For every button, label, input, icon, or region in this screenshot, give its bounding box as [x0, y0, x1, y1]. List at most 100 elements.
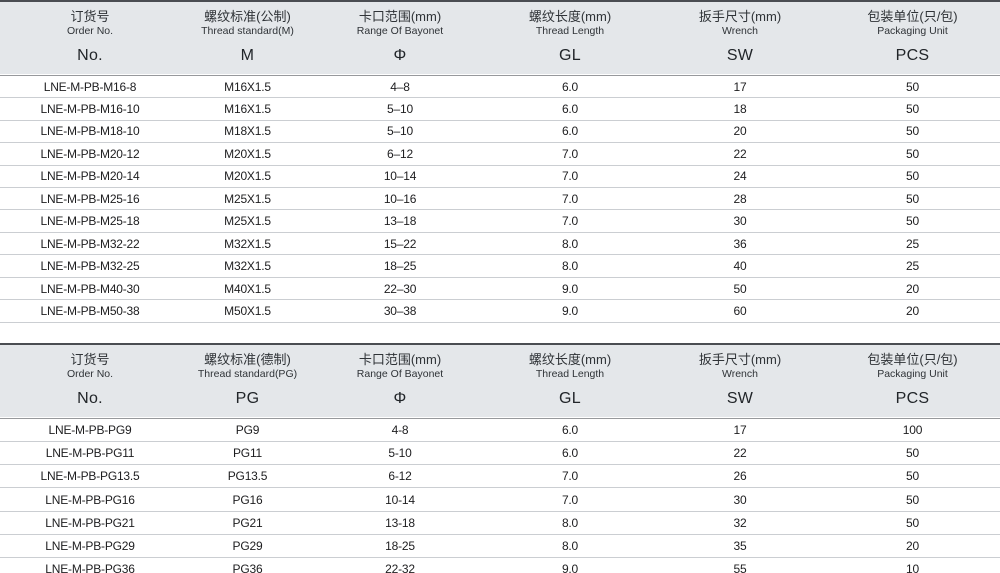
column-header-en: Packaging Unit — [877, 367, 948, 380]
table-cell: 50 — [906, 169, 919, 184]
table-cell: 50 — [906, 146, 919, 161]
table-cell: 32 — [733, 515, 747, 530]
column-header-code: Φ — [393, 46, 407, 64]
column-header-code: Φ — [393, 389, 407, 407]
column-header-code: No. — [77, 46, 103, 64]
table-cell: 28 — [733, 191, 747, 206]
table-cell: PG11 — [233, 445, 262, 460]
table-cell: 7.0 — [561, 169, 579, 184]
table-row: LNE-M-PB-M18-10 M18X1.5 5–10 6.0 20 50 — [0, 121, 1000, 144]
table-cell: 5–10 — [387, 124, 413, 139]
table-cell: LNE-M-PB-M16-8 — [43, 79, 137, 94]
table-row: LNE-M-PB-M25-16 M25X1.5 10–16 7.0 28 50 — [0, 188, 1000, 211]
table-cell: 6–12 — [387, 146, 413, 161]
table-cell: 10–14 — [383, 169, 417, 184]
table-cell: LNE-M-PB-PG21 — [45, 515, 135, 530]
table-row: LNE-M-PB-PG16 PG16 10-14 7.0 30 50 — [0, 488, 1000, 512]
table-cell: M18X1.5 — [224, 124, 271, 139]
table-cell: 5-10 — [388, 445, 412, 460]
table-cell: 13-18 — [385, 515, 415, 530]
table-row: LNE-M-PB-PG21 PG21 13-18 8.0 32 50 — [0, 512, 1000, 535]
column-header-zh: 螺纹标准(公制) — [204, 9, 291, 24]
table-cell: 50 — [906, 469, 919, 484]
table-cell: LNE-M-PB-PG16 — [45, 492, 135, 507]
table-row: LNE-M-PB-M20-12 M20X1.5 6–12 7.0 22 50 — [0, 143, 1000, 166]
table-row: LNE-M-PB-M40-30 M40X1.5 22–30 9.0 50 20 — [0, 278, 1000, 301]
table-cell: LNE-M-PB-M25-16 — [40, 191, 140, 206]
table-cell: PG36 — [232, 562, 263, 573]
table-cell: 7.0 — [561, 191, 579, 206]
table-cell: 26 — [733, 469, 747, 484]
table-cell: 6.0 — [561, 79, 579, 94]
table-cell: 10 — [906, 562, 919, 573]
column-header: 包装单位(只/包) Packaging Unit PCS — [825, 352, 1000, 408]
table-cell: 35 — [733, 539, 747, 554]
table-cell: LNE-M-PB-M18-10 — [40, 124, 140, 139]
table-cell: PG16 — [232, 492, 263, 507]
column-header-en: Thread Length — [535, 25, 605, 38]
table-cell: 4-8 — [391, 422, 409, 437]
table-cell: 7.0 — [561, 214, 579, 229]
column-header-code: SW — [726, 46, 754, 64]
table-cell: M40X1.5 — [224, 281, 271, 296]
table-cell: 10–16 — [383, 191, 417, 206]
table-row: LNE-M-PB-PG11 PG11 5-10 6.0 22 50 — [0, 442, 1000, 466]
table-cell: 50 — [906, 102, 919, 116]
table-cell: M25X1.5 — [224, 191, 271, 206]
table-cell: PG21 — [232, 515, 263, 530]
table-cell: M32X1.5 — [224, 236, 271, 251]
table-cell: 50 — [906, 515, 919, 530]
table-cell: 8.0 — [561, 539, 579, 554]
column-header: 螺纹标准(德制) Thread standard(PG) PG — [180, 352, 315, 408]
table-header-row: 订货号 Order No. No. 螺纹标准(德制) Thread standard(P… — [0, 342, 1000, 417]
table-cell: LNE-M-PB-M20-12 — [40, 146, 140, 161]
table-row: LNE-M-PB-PG36 PG36 22-32 9.0 55 10 — [0, 558, 1000, 573]
column-header-en: Order No. — [66, 25, 114, 38]
table-cell: 50 — [906, 492, 919, 507]
pg-thread-table: 订货号 Order No. No. 螺纹标准(德制) Thread standard(P… — [0, 342, 1000, 573]
table-cell: 100 — [902, 422, 923, 437]
table-cell: PG9 — [235, 422, 260, 437]
table-row: LNE-M-PB-M32-22 M32X1.5 15–22 8.0 36 25 — [0, 233, 1000, 256]
column-header: 螺纹长度(mm) Thread Length GL — [485, 352, 655, 408]
column-header-code: M — [240, 46, 255, 64]
table-cell: 10-14 — [385, 492, 415, 507]
column-header-en: Order No. — [66, 367, 114, 380]
table-row: LNE-M-PB-M16-8 M16X1.5 4–8 6.0 17 50 — [0, 76, 1000, 99]
table-cell: 5–10 — [387, 102, 413, 116]
table-body: LNE-M-PB-M16-8 M16X1.5 4–8 6.0 17 50 LNE-M-PB-… — [0, 76, 1000, 323]
table-cell: 60 — [733, 303, 747, 318]
column-header: 扳手尺寸(mm) Wrench SW — [655, 352, 825, 408]
column-header: 包装单位(只/包) Packaging Unit PCS — [825, 9, 1000, 65]
table-body: LNE-M-PB-PG9 PG9 4-8 6.0 17 100 LNE-M-PB-PG11 P… — [0, 419, 1000, 573]
table-cell: 50 — [906, 79, 919, 94]
table-cell: 4–8 — [390, 79, 410, 94]
column-header-zh: 螺纹长度(mm) — [528, 9, 612, 24]
table-cell: 17 — [733, 79, 747, 94]
column-header-zh: 卡口范围(mm) — [358, 351, 442, 367]
table-cell: 8.0 — [561, 236, 579, 251]
table-cell: PG29 — [232, 539, 263, 554]
table-row: LNE-M-PB-PG9 PG9 4-8 6.0 17 100 — [0, 419, 1000, 442]
table-cell: 50 — [906, 124, 919, 139]
table-cell: 20 — [906, 303, 919, 318]
column-header-en: Wrench — [722, 25, 758, 38]
table-cell: M16X1.5 — [224, 79, 271, 94]
table-row: LNE-M-PB-PG13.5 PG13.5 6-12 7.0 26 50 — [0, 465, 1000, 489]
column-header-zh: 订货号 — [70, 351, 110, 367]
table-cell: 6.0 — [561, 445, 579, 460]
column-header: 卡口范围(mm) Range Of Bayonet Φ — [315, 9, 485, 65]
column-header: 卡口范围(mm) Range Of Bayonet Φ — [315, 352, 485, 408]
table-cell: M32X1.5 — [224, 259, 271, 274]
table-cell: LNE-M-PB-M40-30 — [40, 281, 140, 296]
column-header-code: GL — [559, 46, 581, 64]
table-cell: 9.0 — [561, 303, 579, 318]
table-cell: 17 — [733, 422, 747, 437]
table-cell: 6.0 — [561, 102, 579, 116]
table-cell: 36 — [733, 236, 747, 251]
table-cell: 20 — [906, 281, 919, 296]
table-cell: 55 — [733, 562, 747, 573]
table-cell: 50 — [733, 281, 747, 296]
table-cell: LNE-M-PB-M32-25 — [40, 259, 140, 274]
